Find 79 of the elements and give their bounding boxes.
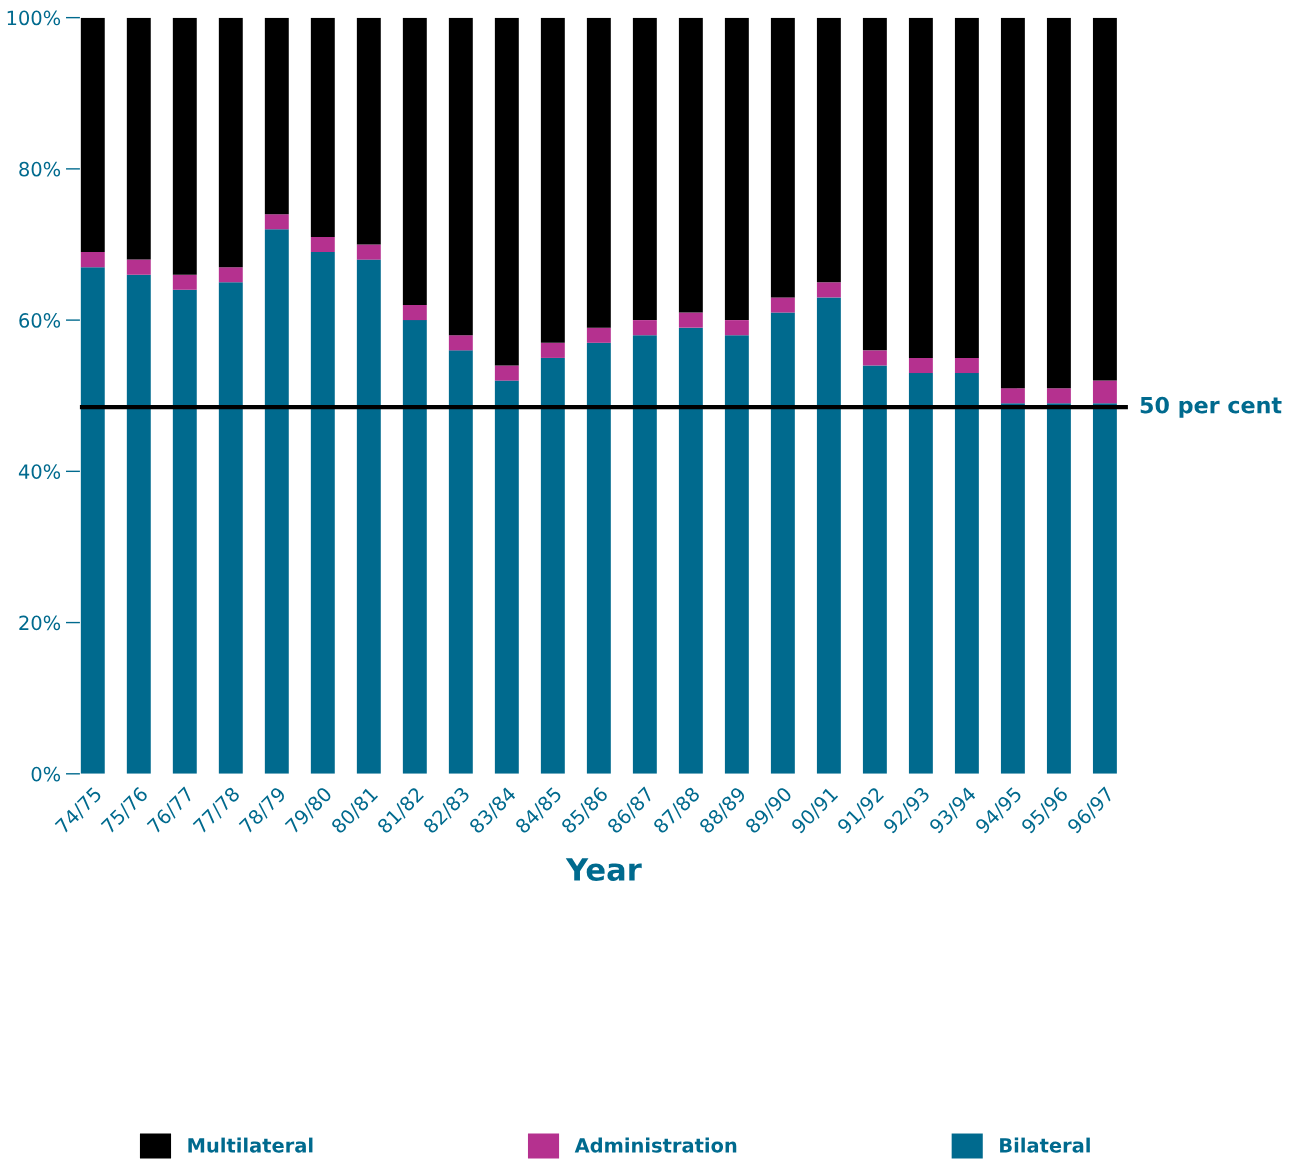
bar [724, 320, 749, 336]
bar [448, 17, 473, 336]
bar [586, 342, 611, 774]
bar [126, 274, 151, 774]
legend-label: Multilateral [188, 1137, 313, 1153]
bar [1000, 403, 1025, 774]
bar [310, 252, 335, 774]
bar [448, 335, 473, 351]
bar [448, 350, 473, 774]
bar [678, 327, 703, 774]
bar [126, 17, 151, 260]
bar [218, 282, 243, 774]
bar [954, 357, 979, 374]
y-tick-label: 100% [7, 10, 61, 26]
bar [908, 357, 933, 374]
bar [632, 335, 657, 774]
bar [494, 17, 519, 366]
bar [1046, 403, 1071, 774]
bar [862, 17, 887, 351]
bar [218, 17, 243, 268]
bar [80, 17, 105, 253]
bar [862, 350, 887, 366]
bar [494, 365, 519, 381]
bar [770, 312, 795, 774]
y-tick-label: 60% [19, 313, 61, 328]
bar [632, 320, 657, 336]
bar [954, 17, 979, 358]
bar [172, 289, 197, 774]
bar [126, 259, 151, 275]
bar [908, 373, 933, 774]
bar [264, 214, 289, 230]
bar [632, 17, 657, 321]
y-tick-label: 0% [31, 766, 61, 782]
bar [264, 17, 289, 215]
bar [356, 244, 381, 260]
bar [402, 320, 427, 774]
x-axis-title: Year [565, 858, 642, 881]
bar [1000, 17, 1025, 389]
bar [586, 17, 611, 328]
bar [402, 17, 427, 305]
bar [724, 17, 749, 321]
bar [356, 17, 381, 245]
bar [816, 297, 841, 774]
bar [310, 236, 335, 253]
bar [1092, 380, 1117, 404]
bar [678, 17, 703, 313]
bar [908, 17, 933, 358]
bar [724, 335, 749, 774]
bar [356, 259, 381, 774]
bar [310, 17, 335, 237]
bar [1092, 403, 1117, 774]
bar [678, 312, 703, 328]
bar [862, 365, 887, 774]
y-tick-label: 40% [18, 464, 61, 479]
ref-line-label: 50 per cent [1140, 396, 1282, 418]
y-tick-label: 80% [19, 161, 61, 177]
bar [770, 17, 795, 298]
bar [264, 229, 289, 774]
bar [172, 274, 197, 290]
bar [172, 17, 197, 275]
bar [1000, 388, 1025, 404]
bar [1046, 388, 1071, 404]
legend-label: Administration [574, 1137, 737, 1153]
bar [494, 380, 519, 774]
bar [540, 342, 565, 358]
legend-label: Bilateral [1000, 1137, 1090, 1153]
bar [1092, 17, 1117, 381]
bar [80, 252, 105, 268]
bar [540, 17, 565, 343]
y-tick-label: 20% [19, 615, 61, 631]
bar [586, 327, 611, 343]
bar [954, 373, 979, 774]
bar [816, 17, 841, 283]
bar [816, 282, 841, 298]
bar [402, 304, 427, 321]
bar [770, 297, 795, 313]
bar [540, 357, 565, 774]
bar [218, 267, 243, 283]
bar [1046, 17, 1071, 389]
